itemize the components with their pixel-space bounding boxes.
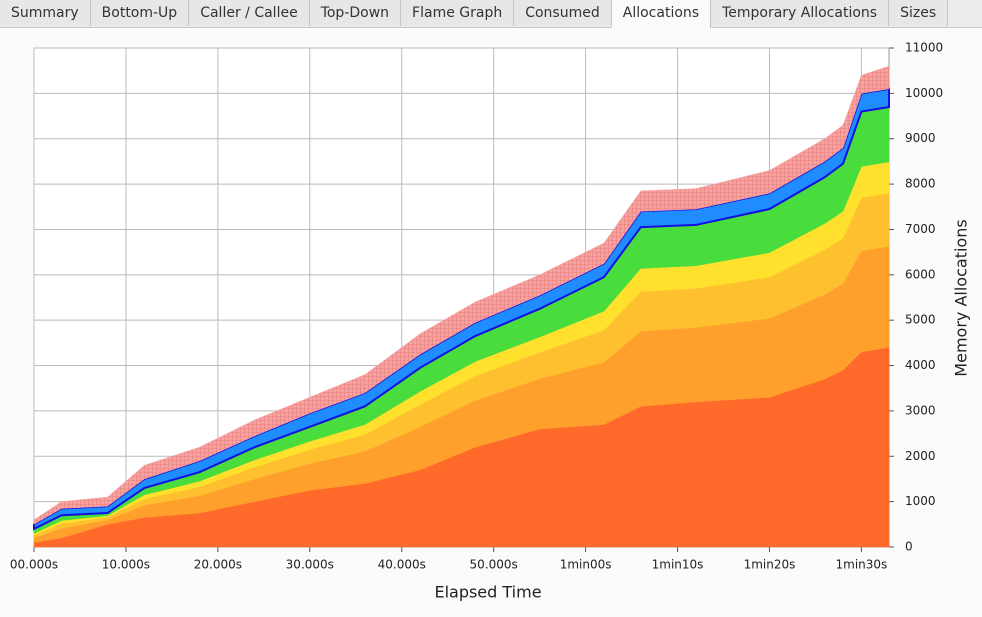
x-axis-title: Elapsed Time — [434, 583, 541, 602]
tab[interactable]: Sizes — [889, 0, 949, 26]
x-tick-label: 10.000s — [102, 558, 150, 572]
tab[interactable]: Caller / Callee — [189, 0, 310, 26]
x-tick-label: 1min20s — [744, 558, 796, 572]
x-tick-label: 00.000s — [10, 558, 58, 572]
tab[interactable]: Consumed — [514, 0, 612, 26]
x-tick-label: 1min00s — [560, 558, 612, 572]
y-tick-label: 10000 — [905, 86, 943, 100]
x-tick-label: 40.000s — [378, 558, 426, 572]
tab[interactable]: Bottom-Up — [90, 0, 190, 26]
y-tick-label: 3000 — [905, 403, 936, 417]
y-tick-label: 11000 — [905, 41, 943, 55]
y-tick-label: 2000 — [905, 449, 936, 463]
y-tick-label: 6000 — [905, 267, 936, 281]
x-tick-label: 30.000s — [286, 558, 334, 572]
tab[interactable]: Summary — [0, 0, 91, 26]
y-axis-title: Memory Allocations — [952, 219, 971, 376]
y-tick-label: 7000 — [905, 222, 936, 236]
y-tick-label: 5000 — [905, 313, 936, 327]
tab[interactable]: Flame Graph — [401, 0, 515, 26]
x-tick-label: 1min30s — [836, 558, 888, 572]
y-tick-label: 4000 — [905, 358, 936, 372]
y-tick-label: 0 — [905, 540, 913, 554]
tab[interactable]: Allocations — [611, 0, 712, 28]
x-tick-label: 50.000s — [470, 558, 518, 572]
y-tick-label: 8000 — [905, 177, 936, 191]
chart: Elapsed Time Memory Allocations 0 1000 200… — [10, 41, 971, 602]
y-tick-label: 9000 — [905, 131, 936, 145]
x-tick-label: 20.000s — [194, 558, 242, 572]
area-layer — [33, 65, 890, 525]
tab-bar: Summary Bottom-Up Caller / Callee Top-Down F… — [0, 0, 982, 28]
y-tick-label: 1000 — [905, 494, 936, 508]
tab[interactable]: Top-Down — [309, 0, 402, 26]
x-tick-label: 1min10s — [652, 558, 704, 572]
tab[interactable]: Temporary Allocations — [711, 0, 890, 26]
